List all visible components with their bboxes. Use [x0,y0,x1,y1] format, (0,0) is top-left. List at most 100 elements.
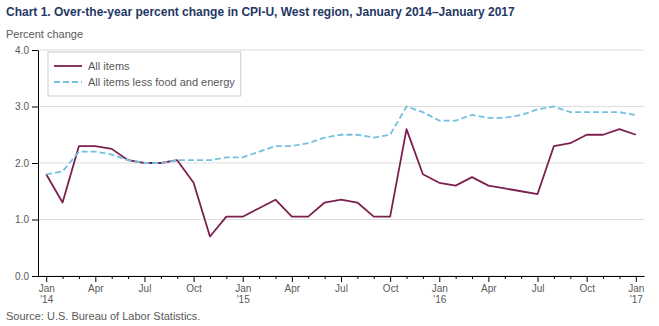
x-tick: Jan'17 [628,276,644,305]
x-tick-mark [194,276,195,282]
x-tick-label: Jul [335,283,348,294]
legend-label: All items less food and energy [88,76,235,88]
x-tick-label: Jul [532,283,545,294]
y-axis: 0.0 1.0 2.0 3.0 4.0 [15,45,38,282]
x-tick: Jan'16 [432,276,448,305]
x-tick-mark [636,276,637,282]
chart: Chart 1. Over-the-year percent change in… [0,0,659,326]
x-tick [210,276,211,279]
x-tick-label-line: '17 [630,294,643,305]
x-tick-mark [488,276,489,282]
x-tick-mark [439,276,440,282]
plot-area [46,107,636,237]
x-tick-label: Oct [579,283,595,294]
x-tick-mark [538,276,539,282]
x-tick [79,276,80,279]
x-tick-mark [259,276,260,279]
y-tick-label: 3.0 [15,101,29,112]
y-tick: 3.0 [15,101,38,112]
x-tick: Apr [285,276,301,294]
legend: All itemsAll items less food and energy [48,52,241,96]
x-tick [308,276,309,279]
y-tick-mark [32,107,38,108]
source-note: Source: U.S. Bureau of Labor Statistics. [6,310,200,322]
x-tick: Oct [579,276,595,294]
legend-swatch [54,81,82,83]
x-tick [505,276,506,279]
y-tick-label: 4.0 [15,45,29,56]
x-tick: Oct [186,276,202,294]
x-tick-label-line: '16 [433,294,446,305]
y-tick-label: 2.0 [15,158,29,169]
x-tick-mark [554,276,555,279]
x-tick-label-line: Jul [139,283,152,294]
x-tick-mark [226,276,227,279]
x-tick-label: Apr [88,283,104,294]
grid-line [38,50,644,51]
x-tick [259,276,260,279]
x-tick-mark [325,276,326,279]
x-tick [177,276,178,279]
x-tick-mark [603,276,604,279]
x-tick-mark [275,276,276,279]
x-tick-mark [292,276,293,282]
x-tick-mark [210,276,211,279]
x-tick: Apr [481,276,497,294]
x-tick-mark [407,276,408,279]
x-tick-label-line: Jul [532,283,545,294]
x-tick: Jul [139,276,152,294]
grid-line [38,163,644,164]
legend-swatch [54,65,82,67]
x-tick-mark [79,276,80,279]
x-tick [603,276,604,279]
x-tick-mark [505,276,506,279]
y-axis-line [38,51,39,277]
x-tick [112,276,113,279]
x-tick-mark [161,276,162,279]
x-tick-mark [341,276,342,282]
x-tick: Jan'15 [235,276,251,305]
x-tick-mark [619,276,620,279]
x-tick-mark [46,276,47,282]
x-tick [226,276,227,279]
x-tick [374,276,375,279]
x-tick-label: Oct [186,283,202,294]
x-tick-label: Jul [139,283,152,294]
y-tick-mark [32,50,38,51]
x-tick-mark [144,276,145,282]
x-tick-mark [472,276,473,279]
x-tick [456,276,457,279]
x-tick [275,276,276,279]
grid [38,50,644,276]
x-tick [554,276,555,279]
x-axis: Jan'14AprJulOctJan'15AprJulOctJan'16AprJ… [39,276,645,305]
y-tick-mark [32,276,38,277]
x-tick-label-line: Jan [628,283,644,294]
x-tick-mark [63,276,64,279]
y-tick: 2.0 [15,158,38,169]
x-tick: Jul [335,276,348,294]
x-tick: Oct [383,276,399,294]
x-tick [325,276,326,279]
legend-frame [48,52,241,96]
x-tick-label: Jan'14 [39,283,55,305]
x-tick-mark [374,276,375,279]
x-tick-label-line: Jan [432,283,448,294]
x-tick-mark [357,276,358,279]
x-tick [570,276,571,279]
x-tick-label-line: '14 [40,294,53,305]
x-tick-label-line: Oct [383,283,399,294]
x-tick [407,276,408,279]
x-tick: Jul [532,276,545,294]
x-tick [161,276,162,279]
x-tick [357,276,358,279]
x-tick: Jan'14 [39,276,55,305]
y-tick-label: 1.0 [15,214,29,225]
x-tick-label-line: Oct [579,283,595,294]
y-tick-mark [32,220,38,221]
x-tick-label-line: Apr [481,283,497,294]
y-tick-label: 0.0 [15,271,29,282]
y-tick: 4.0 [15,45,38,56]
x-tick-label-line: Oct [186,283,202,294]
y-tick-mark [32,163,38,164]
